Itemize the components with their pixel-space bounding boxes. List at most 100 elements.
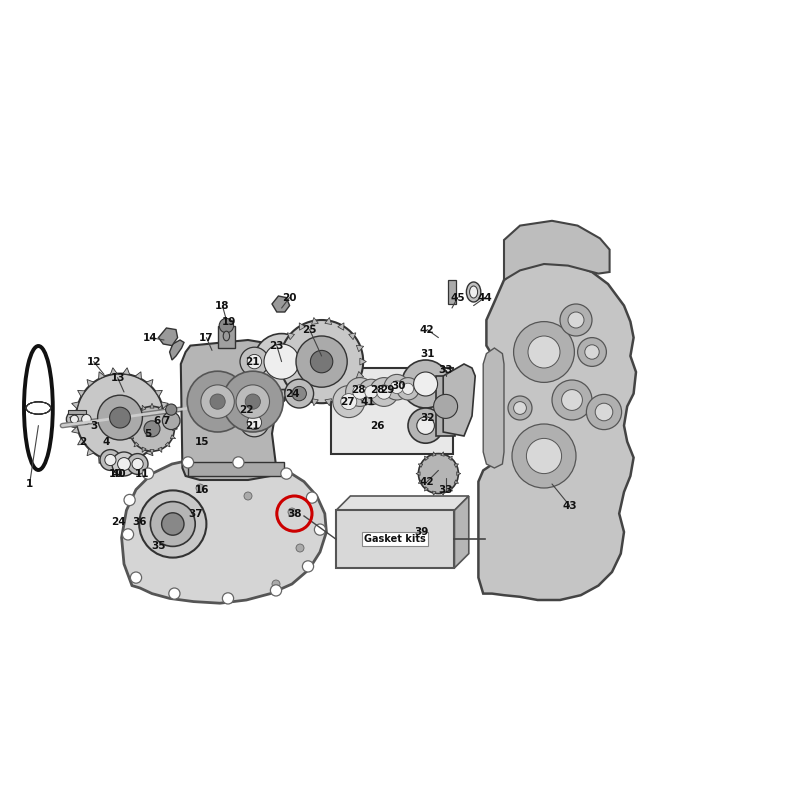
Circle shape — [285, 379, 314, 408]
Circle shape — [233, 457, 244, 468]
Circle shape — [66, 411, 82, 427]
FancyBboxPatch shape — [331, 368, 453, 454]
Polygon shape — [87, 379, 94, 386]
Polygon shape — [287, 383, 294, 390]
Text: Gasket kits: Gasket kits — [364, 534, 426, 544]
Circle shape — [434, 394, 458, 418]
Polygon shape — [122, 461, 130, 467]
Text: 17: 17 — [199, 333, 214, 342]
Circle shape — [98, 395, 142, 440]
Circle shape — [222, 593, 234, 604]
Text: 24: 24 — [286, 389, 300, 398]
Circle shape — [201, 385, 234, 418]
Text: 35: 35 — [151, 541, 166, 550]
Text: 10: 10 — [109, 470, 123, 479]
Text: 5: 5 — [144, 429, 152, 438]
Circle shape — [142, 468, 154, 479]
Circle shape — [219, 318, 234, 333]
Polygon shape — [425, 456, 429, 461]
Circle shape — [166, 404, 177, 415]
Text: 31: 31 — [420, 349, 434, 358]
Circle shape — [306, 492, 318, 503]
Polygon shape — [161, 426, 168, 434]
Circle shape — [110, 407, 130, 428]
Polygon shape — [349, 333, 356, 340]
Circle shape — [244, 492, 252, 500]
Circle shape — [127, 454, 148, 474]
Polygon shape — [483, 348, 504, 468]
Polygon shape — [504, 221, 610, 280]
Text: 3: 3 — [90, 421, 98, 430]
Text: 29: 29 — [380, 386, 394, 395]
Circle shape — [240, 408, 269, 437]
Circle shape — [402, 383, 414, 394]
Text: 15: 15 — [194, 437, 209, 446]
Circle shape — [288, 508, 296, 516]
Text: 42: 42 — [420, 325, 434, 334]
Circle shape — [196, 484, 204, 492]
Text: 25: 25 — [302, 325, 317, 334]
Text: 18: 18 — [215, 301, 230, 310]
Circle shape — [402, 360, 450, 408]
Text: 39: 39 — [414, 527, 429, 537]
Text: 33: 33 — [438, 485, 453, 494]
Circle shape — [586, 394, 622, 430]
Text: 37: 37 — [189, 509, 203, 518]
Polygon shape — [425, 486, 429, 491]
Circle shape — [169, 588, 180, 599]
Polygon shape — [360, 358, 366, 365]
Circle shape — [112, 452, 136, 476]
Text: 6: 6 — [153, 416, 161, 426]
Polygon shape — [158, 328, 178, 346]
Circle shape — [240, 347, 269, 376]
Text: 12: 12 — [86, 357, 101, 366]
Circle shape — [552, 380, 592, 420]
Polygon shape — [356, 371, 364, 378]
Text: 14: 14 — [143, 333, 158, 342]
Polygon shape — [416, 472, 420, 475]
Polygon shape — [146, 449, 153, 456]
Text: 20: 20 — [282, 293, 297, 302]
Polygon shape — [122, 368, 130, 374]
Text: 44: 44 — [478, 293, 492, 302]
Circle shape — [162, 412, 180, 430]
Circle shape — [247, 354, 262, 369]
Circle shape — [77, 410, 96, 429]
Circle shape — [70, 415, 78, 423]
Circle shape — [82, 414, 91, 424]
Text: 43: 43 — [562, 501, 577, 510]
Text: 38: 38 — [287, 509, 302, 518]
Circle shape — [310, 350, 333, 373]
Circle shape — [418, 454, 458, 494]
Circle shape — [124, 494, 135, 506]
Polygon shape — [448, 486, 452, 491]
Text: 40: 40 — [111, 469, 126, 478]
Polygon shape — [457, 472, 461, 475]
Polygon shape — [146, 379, 153, 386]
Polygon shape — [349, 383, 356, 390]
Circle shape — [144, 421, 160, 437]
Circle shape — [272, 580, 280, 588]
Text: 42: 42 — [420, 477, 434, 486]
Polygon shape — [181, 340, 286, 480]
Circle shape — [512, 424, 576, 488]
Circle shape — [508, 396, 532, 420]
Circle shape — [100, 450, 121, 470]
Circle shape — [187, 371, 248, 432]
Polygon shape — [338, 393, 344, 400]
Text: 33: 33 — [438, 365, 453, 374]
Polygon shape — [454, 496, 469, 568]
Polygon shape — [433, 452, 436, 456]
Ellipse shape — [466, 282, 481, 302]
Polygon shape — [164, 414, 170, 421]
Polygon shape — [142, 447, 146, 453]
Polygon shape — [433, 491, 436, 495]
Polygon shape — [155, 438, 162, 445]
Polygon shape — [110, 368, 118, 374]
Polygon shape — [165, 442, 170, 447]
Circle shape — [390, 381, 403, 394]
Polygon shape — [122, 458, 326, 603]
Polygon shape — [128, 435, 134, 438]
Polygon shape — [279, 371, 287, 378]
Circle shape — [242, 400, 254, 413]
